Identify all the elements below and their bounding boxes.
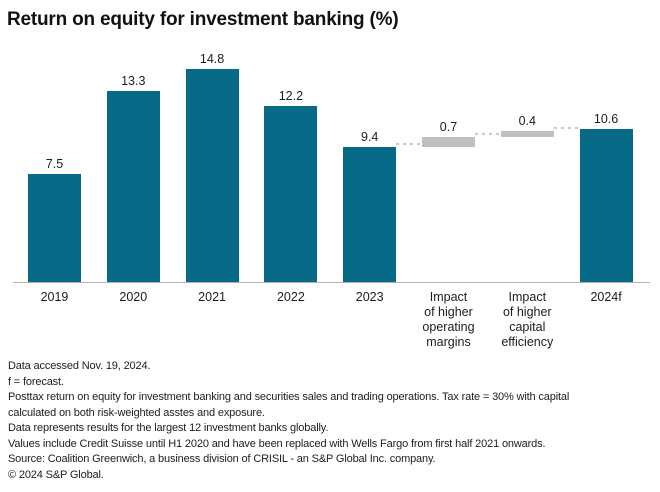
x-axis-label: Impact of higher operating margins — [409, 290, 488, 350]
bar-value-label: 0.7 — [439, 119, 458, 134]
x-axis-label-line: efficiency — [501, 335, 554, 349]
plot-area: 7.5 13.3 14.8 12.2 9.4 0.7 0.4 10.6 — [0, 40, 660, 283]
footnote-copyright: © 2024 S&P Global. — [8, 468, 104, 481]
x-axis-label-line: capital — [509, 320, 546, 334]
bar-value-label: 10.6 — [593, 112, 619, 127]
chart-title: Return on equity for investment banking … — [7, 9, 399, 30]
roe-value-bar — [185, 68, 239, 282]
x-axis-label-line: 2022 — [276, 290, 305, 304]
footnote-posttax-line2: calculated on both risk-weighted asstes … — [8, 406, 265, 419]
roe-value-bar — [106, 90, 160, 282]
footnote-posttax-line1: Posttax return on equity for investment … — [8, 391, 570, 403]
footnote-credit-suisse: Values include Credit Suisse until H1 20… — [8, 437, 546, 450]
footnote-forecast: f = forecast. — [8, 375, 64, 388]
roe-value-bar — [264, 106, 318, 282]
footnote-data-accessed: Data accessed Nov. 19, 2024. — [8, 360, 151, 372]
roe-value-bar — [343, 146, 397, 282]
x-axis-label-line: 2021 — [198, 290, 226, 304]
bar-value-label: 13.3 — [121, 73, 146, 88]
x-axis-label: 2019 — [15, 290, 94, 305]
x-axis-label-line: of higher — [424, 305, 473, 319]
x-axis-label: 2022 — [252, 290, 331, 305]
x-axis-label: 2021 — [173, 290, 252, 305]
impact-delta-bar — [500, 130, 554, 137]
x-axis-label-line: Impact — [429, 290, 468, 304]
bar-value-label: 0.4 — [518, 113, 536, 128]
x-axis-label-line: 2020 — [119, 290, 148, 304]
x-axis-label-line: 2024f — [590, 290, 622, 304]
footnotes: Data accessed Nov. 19, 2024. f = forecas… — [8, 359, 654, 483]
waterfall-connector-line — [396, 142, 422, 145]
roe-value-bar — [579, 129, 633, 282]
bar-value-label: 14.8 — [199, 51, 225, 66]
bar-value-label: 7.5 — [45, 157, 64, 171]
x-axis-label-line: 2023 — [355, 290, 384, 304]
bar-value-label: 9.4 — [361, 129, 379, 144]
waterfall-connector-line — [475, 132, 501, 135]
x-axis-label-line: 2019 — [40, 290, 69, 304]
bar-value-label: 12.2 — [278, 89, 304, 104]
x-axis-label: 2023 — [330, 290, 409, 305]
roe-value-bar — [28, 174, 81, 282]
x-axis-label-line: Impact — [508, 290, 547, 304]
x-axis-label: 2024f — [567, 290, 646, 305]
x-axis-label: Impact of higher capital efficiency — [488, 290, 567, 350]
impact-delta-bar — [422, 136, 475, 147]
x-axis-label-line: margins — [426, 335, 471, 349]
footnote-source: Source: Coalition Greenwich, a business … — [8, 453, 436, 465]
x-axis-label: 2020 — [94, 290, 173, 305]
footnote-largest-banks: Data represents results for the largest … — [8, 422, 329, 434]
x-axis-labels: 2019 2020 2021 2022 2023 Impact of higher opera… — [0, 290, 660, 356]
x-axis-label-line: operating — [422, 320, 475, 334]
x-axis-label-line: of higher — [502, 305, 552, 319]
x-axis-line — [13, 282, 650, 283]
waterfall-connector-line — [553, 126, 580, 129]
